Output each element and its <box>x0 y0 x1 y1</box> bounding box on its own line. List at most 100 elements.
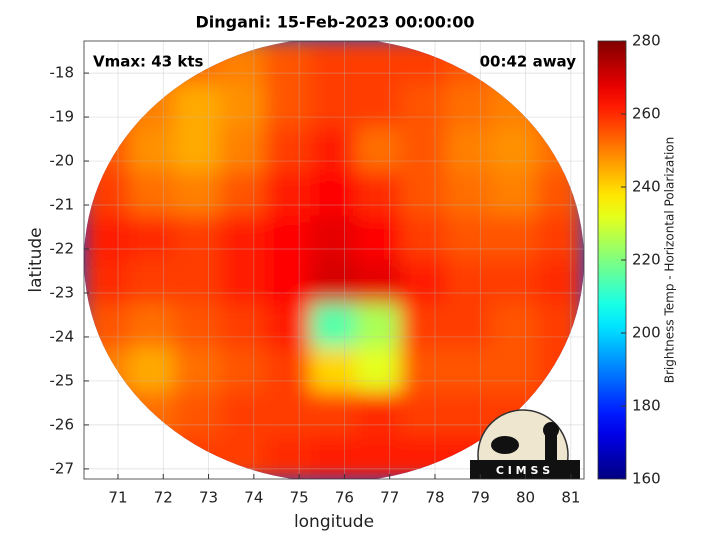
heatmap-cell <box>536 347 583 393</box>
heatmap-cell <box>84 303 130 349</box>
heatmap-cell <box>309 171 357 217</box>
heatmap-cell <box>355 303 402 349</box>
heatmap-cell <box>355 83 402 129</box>
chart-title: Dingani: 15-Feb-2023 00:00:00 <box>195 13 474 32</box>
x-axis-label: longitude <box>294 512 374 532</box>
heatmap-cell <box>400 347 447 393</box>
heatmap-cell <box>219 215 266 261</box>
heatmap-cell <box>355 41 402 85</box>
x-tick-label: 74 <box>244 489 263 507</box>
heatmap-cell <box>219 171 266 217</box>
y-tick-label: -26 <box>50 415 75 433</box>
heatmap-cell <box>128 83 176 129</box>
heatmap-cell <box>400 259 447 305</box>
y-axis-label: latitude <box>26 227 46 292</box>
heatmap-cell <box>264 259 311 305</box>
heatmap-cell <box>309 435 357 479</box>
heatmap-cell <box>491 83 538 129</box>
heatmap-cell <box>174 215 221 261</box>
x-tick-label: 76 <box>335 489 354 507</box>
heatmap-cell <box>400 435 447 479</box>
heatmap-cell <box>355 127 402 173</box>
y-tick-label: -18 <box>50 64 75 82</box>
heatmap-cell <box>355 391 402 437</box>
heatmap-cell <box>264 215 311 261</box>
heatmap-cell <box>219 83 266 129</box>
heatmap-cell <box>174 259 221 305</box>
y-tick-label: -23 <box>50 283 75 301</box>
heatmap-cell <box>264 171 311 217</box>
heatmap-cell <box>355 259 402 305</box>
heatmap-cell <box>355 171 402 217</box>
heatmap-cell <box>536 171 583 217</box>
annotation: 00:42 away <box>480 53 577 71</box>
heatmap-cell <box>491 127 538 173</box>
heatmap-cell <box>128 435 176 479</box>
heatmap-cell <box>355 215 402 261</box>
heatmap-cell <box>536 215 583 261</box>
heatmap-cell <box>400 303 447 349</box>
heatmap-cell <box>219 435 266 479</box>
heatmap-cell <box>264 435 311 479</box>
heatmap-cell <box>219 127 266 173</box>
heatmap-cell <box>264 83 311 129</box>
heatmap-cell <box>84 171 130 217</box>
heatmap-cell <box>219 391 266 437</box>
heatmap-cell <box>174 303 221 349</box>
heatmap-cell <box>264 391 311 437</box>
heatmap-cell <box>400 83 447 129</box>
colorbar-label: Brightness Temp - Horizontal Polarizatio… <box>663 137 677 384</box>
heatmap-cell <box>309 127 357 173</box>
heatmap-cell <box>174 391 221 437</box>
heatmap-cell <box>84 83 130 129</box>
heatmap-cell <box>400 391 447 437</box>
heatmap-cell <box>128 171 176 217</box>
heatmap-cell <box>445 259 493 305</box>
heatmap-cell <box>264 127 311 173</box>
heatmap-cell <box>536 127 583 173</box>
colorbar-tick-label: 280 <box>632 32 661 50</box>
heatmap-cell <box>445 83 493 129</box>
heatmap-cell <box>309 347 357 393</box>
heatmap-cell <box>445 391 493 437</box>
heatmap-cell <box>309 391 357 437</box>
x-tick-label: 81 <box>561 489 580 507</box>
heatmap-cell <box>536 303 583 349</box>
heatmap-cell <box>355 435 402 479</box>
x-tick-label: 73 <box>199 489 218 507</box>
colorbar-tick-label: 200 <box>632 324 661 342</box>
heatmap-cell <box>128 347 176 393</box>
heatmap-cell <box>128 259 176 305</box>
heatmap-cell <box>491 303 538 349</box>
heatmap-cell <box>309 303 357 349</box>
heatmap-cell <box>128 391 176 437</box>
annotation: Vmax: 43 kts <box>93 53 203 71</box>
heatmap-cell <box>445 215 493 261</box>
heatmap-cell <box>400 41 447 85</box>
x-tick-label: 71 <box>108 489 127 507</box>
x-tick-label: 72 <box>154 489 173 507</box>
heatmap-cell <box>174 83 221 129</box>
heatmap-cell <box>400 171 447 217</box>
heatmap-cell <box>84 435 130 479</box>
y-tick-label: -25 <box>50 371 75 389</box>
heatmap-cell <box>219 259 266 305</box>
y-tick-label: -20 <box>50 152 75 170</box>
heatmap-cell <box>128 127 176 173</box>
heatmap-cell <box>491 347 538 393</box>
heatmap-cell <box>84 391 130 437</box>
heatmap-cell <box>400 127 447 173</box>
colorbar-tick-label: 180 <box>632 397 661 415</box>
heatmap-cell <box>491 259 538 305</box>
heatmap-cell <box>536 83 583 129</box>
x-tick-label: 79 <box>471 489 490 507</box>
heatmap-cell <box>84 215 130 261</box>
colorbar-tick-label: 220 <box>632 251 661 269</box>
heatmap-cell <box>264 41 311 85</box>
heatmap-cell <box>309 83 357 129</box>
y-tick-label: -22 <box>50 240 75 258</box>
axes-frame <box>83 40 585 480</box>
logo-text: C I M S S <box>496 464 550 477</box>
heatmap-cell <box>445 127 493 173</box>
